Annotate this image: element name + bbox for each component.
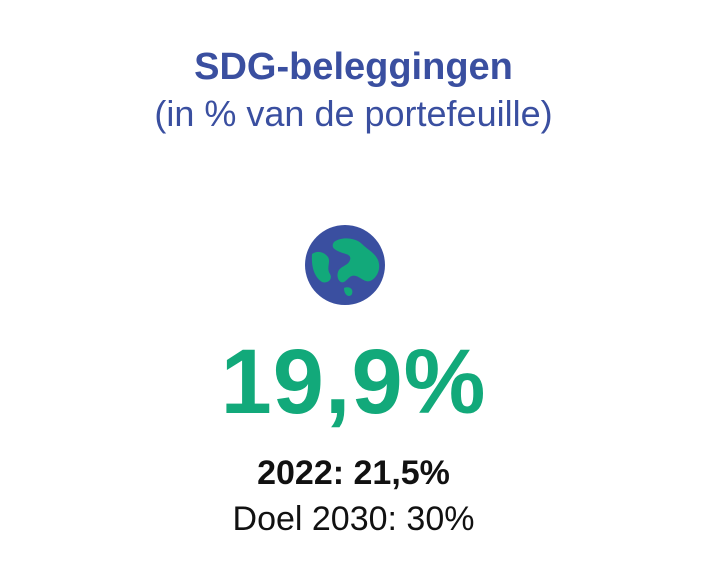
globe-icon [304, 224, 386, 306]
page-subtitle: (in % van de portefeuille) [154, 93, 553, 134]
page-title: SDG-beleggingen [194, 46, 513, 88]
target-2030-value: Doel 2030: 30% [232, 500, 475, 538]
previous-year-value: 2022: 21,5% [257, 454, 450, 492]
sdg-percentage-value: 19,9% [220, 331, 487, 433]
